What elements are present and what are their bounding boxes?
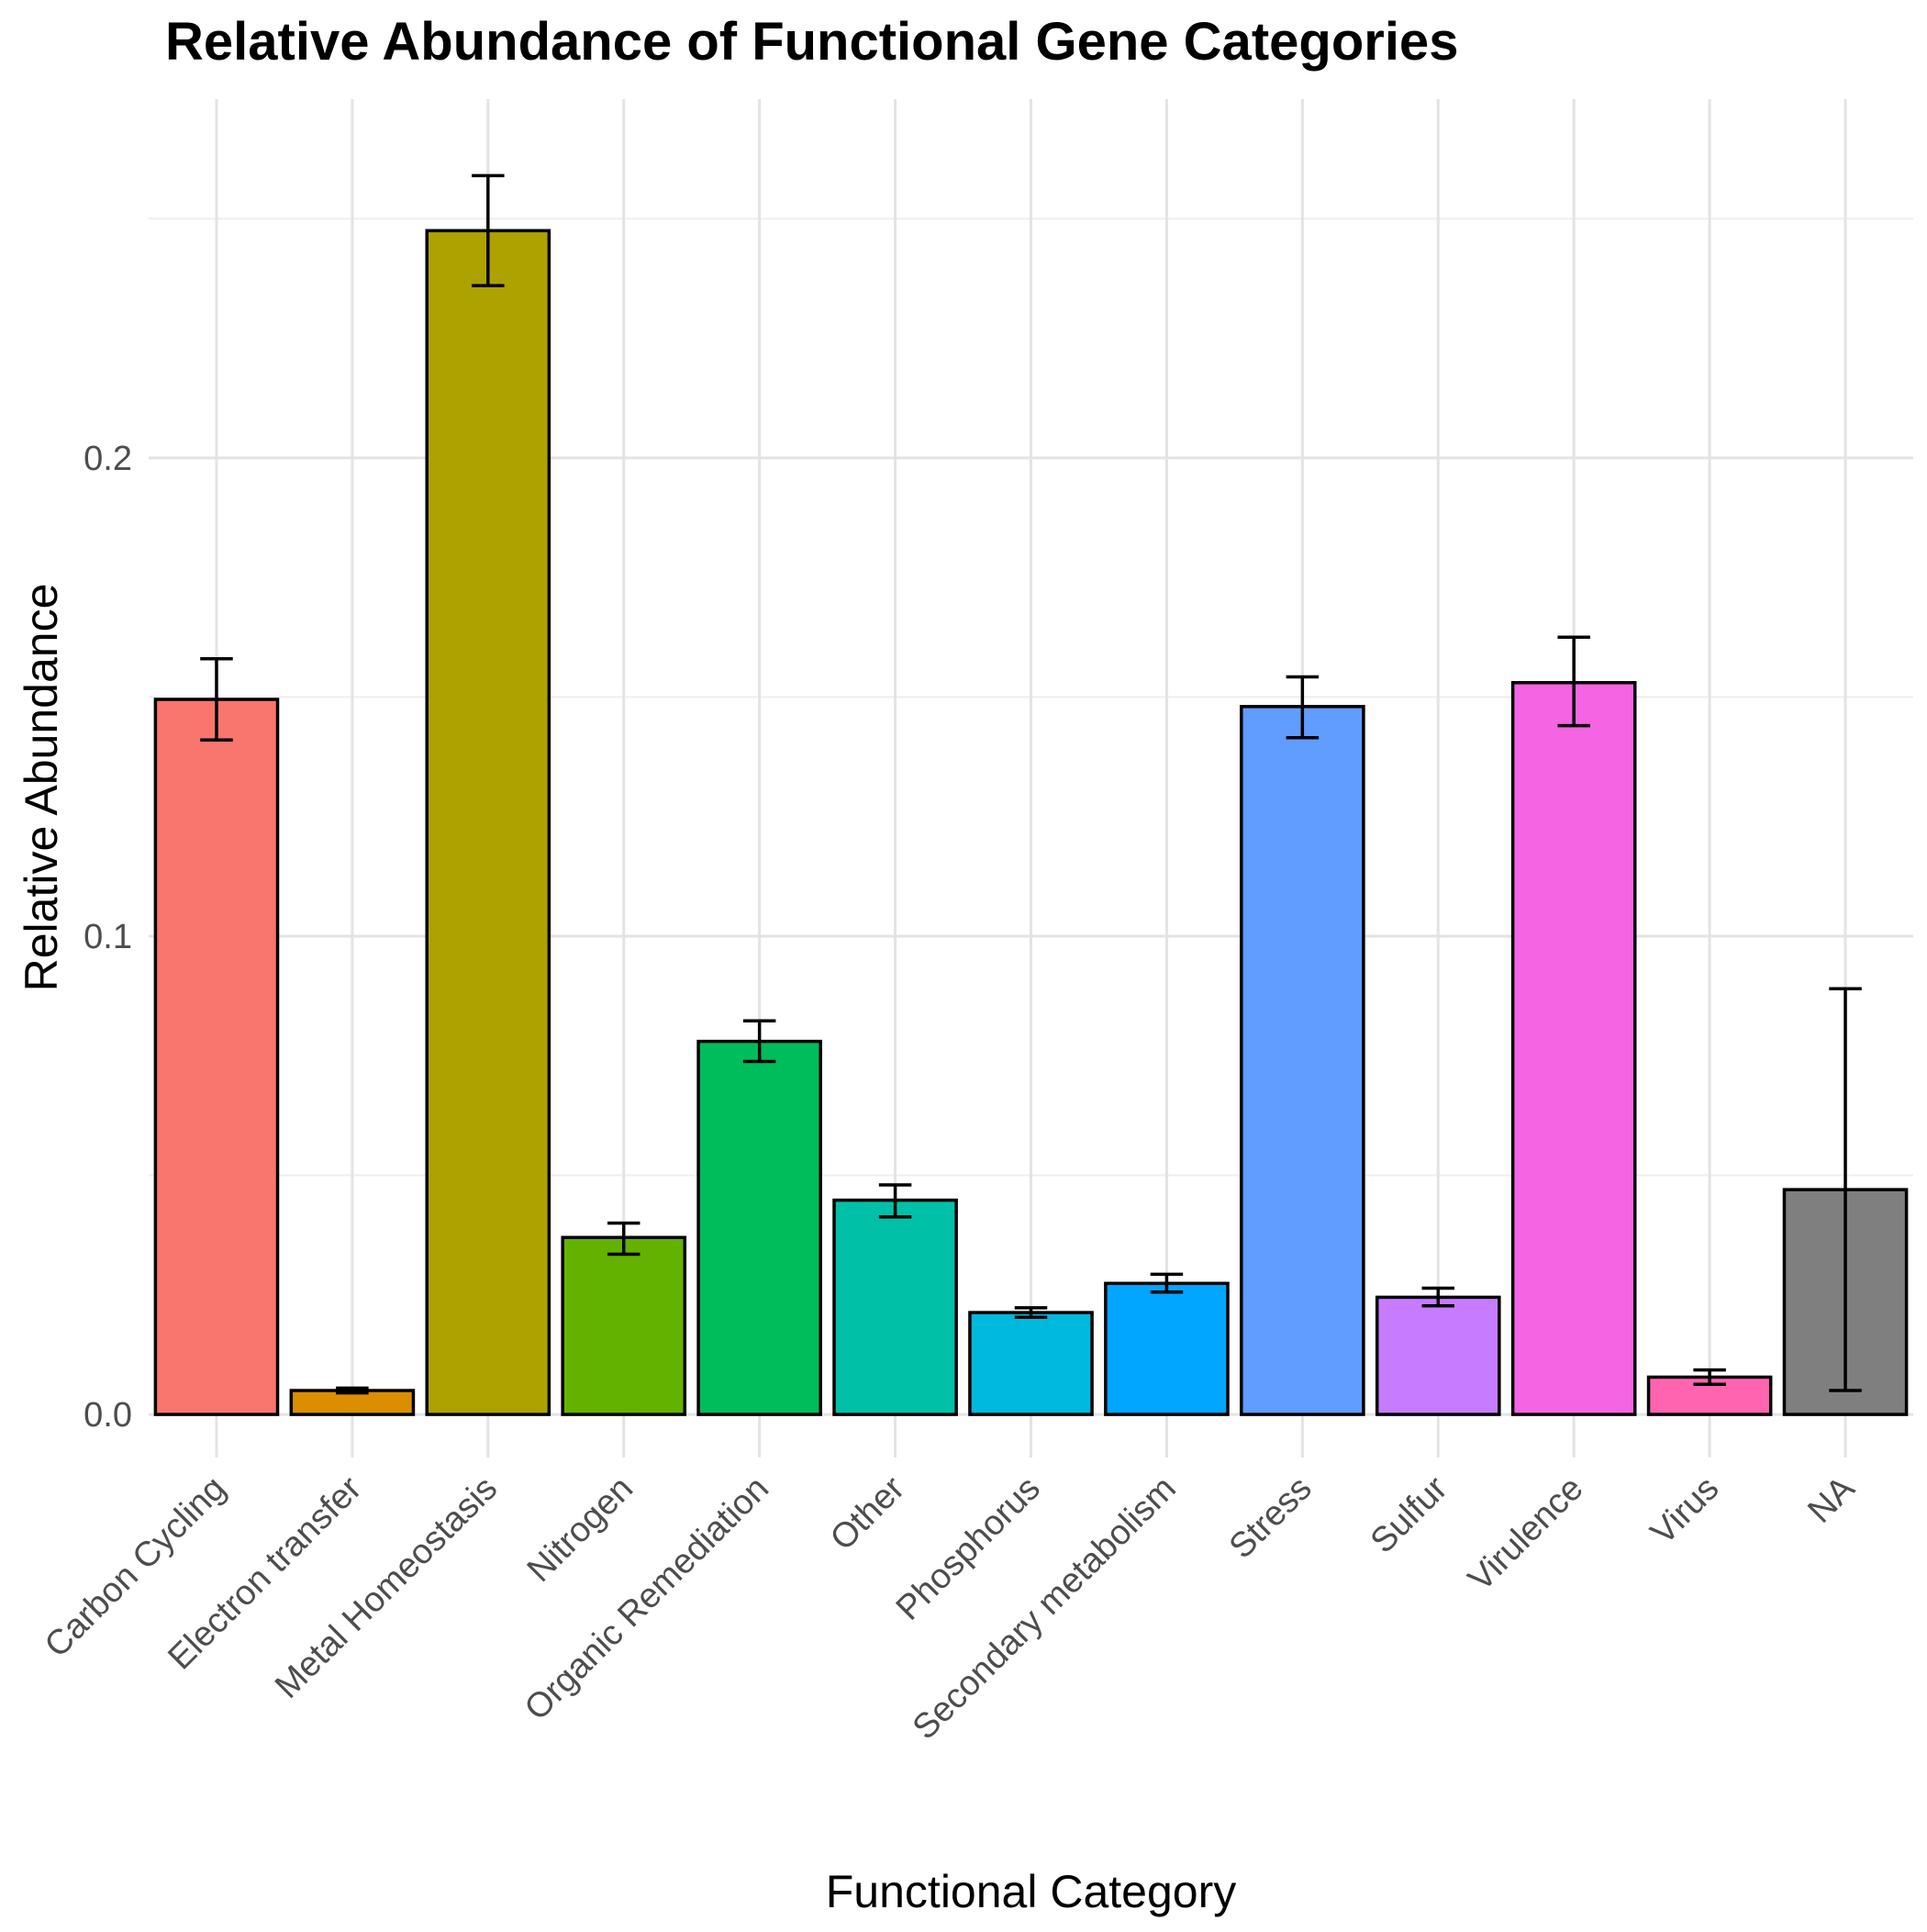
error-bar [1693, 1368, 1726, 1387]
y-axis-ticks: 0.0 0.1 0.2 [84, 440, 132, 1435]
bar-carbon-cycling [153, 698, 280, 1416]
error-bar [1286, 675, 1320, 740]
y-tick-label: 0.1 [84, 918, 132, 956]
error-bar [472, 173, 505, 287]
x-tick-label: Virulence [1461, 1469, 1590, 1599]
x-tick-label: Virus [1643, 1469, 1726, 1552]
bar-other [832, 1198, 958, 1416]
error-bar [1150, 1272, 1184, 1294]
grid [149, 99, 1913, 1457]
error-bar [607, 1221, 640, 1256]
error-bar [878, 1183, 912, 1219]
x-tick-label: Secondary metabolism [906, 1469, 1184, 1748]
x-tick-label: Stress [1222, 1469, 1320, 1567]
x-tick-label: Organic Remediation [518, 1469, 776, 1728]
y-axis-title: Relative Abundance [16, 584, 67, 992]
bar-stress [1240, 705, 1365, 1416]
bar-sulfur [1375, 1295, 1501, 1416]
chart-title: Relative Abundance of Functional Gene Ca… [165, 12, 1459, 72]
error-bars [200, 173, 1862, 1395]
error-bar [1421, 1286, 1455, 1308]
error-bar [1829, 987, 1862, 1392]
y-tick-label: 0.0 [84, 1396, 132, 1435]
x-tick-label: Other [823, 1469, 912, 1558]
bar-secondary-metabolism [1104, 1281, 1230, 1416]
bar-virulence [1510, 681, 1637, 1416]
x-tick-label: NA [1800, 1469, 1862, 1530]
x-tick-label: Metal Homeostasis [268, 1469, 505, 1706]
bar-phosphorus [968, 1311, 1094, 1416]
error-bar [336, 1386, 369, 1395]
bar-organic-remediation [696, 1039, 822, 1416]
x-tick-label: Nitrogen [520, 1469, 640, 1590]
bar-metal-homeostasis [425, 229, 551, 1416]
bar-nitrogen [561, 1235, 687, 1416]
error-bar [1014, 1306, 1048, 1320]
x-axis-title: Functional Category [826, 1866, 1236, 1917]
error-bar [742, 1019, 776, 1064]
x-tick-label: Sulfur [1364, 1469, 1455, 1560]
error-bar [200, 656, 233, 743]
error-bar [1557, 635, 1590, 728]
y-tick-label: 0.2 [84, 440, 132, 478]
